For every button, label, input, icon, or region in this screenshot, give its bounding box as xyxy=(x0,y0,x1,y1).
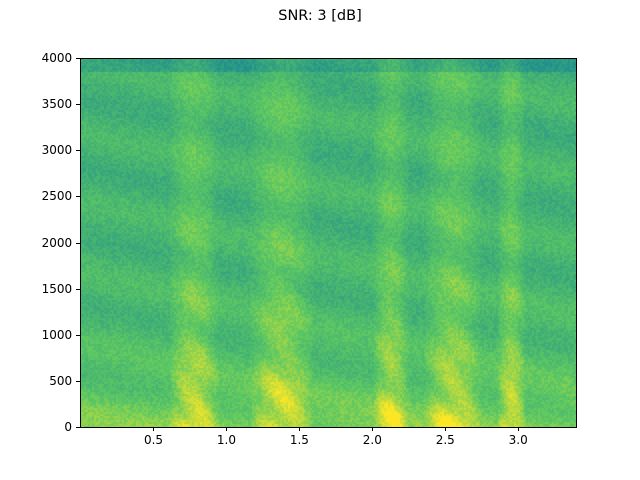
y-tick-label: 3000 xyxy=(41,143,73,158)
x-tick xyxy=(298,427,300,431)
x-tick xyxy=(371,427,373,431)
x-tick-label: 0.5 xyxy=(143,433,164,447)
y-tick xyxy=(76,288,80,290)
x-tick-label: 2.5 xyxy=(435,433,455,447)
y-tick-label: 2000 xyxy=(41,235,73,250)
y-tick-label: 4000 xyxy=(41,51,73,65)
y-tick xyxy=(76,196,80,198)
x-tick-label: 2.0 xyxy=(362,433,382,447)
x-tick xyxy=(225,427,227,431)
chart-title: SNR: 3 [dB] xyxy=(278,8,362,24)
y-tick xyxy=(76,380,80,382)
y-tick xyxy=(76,427,80,428)
x-tick xyxy=(444,427,446,431)
y-tick-label: 500 xyxy=(49,373,73,388)
spectrogram-heatmap xyxy=(80,58,576,427)
y-tick xyxy=(76,150,80,152)
y-tick xyxy=(76,334,80,336)
y-tick xyxy=(76,242,80,244)
x-tick-label: 3.0 xyxy=(508,433,528,447)
x-tick xyxy=(517,427,519,431)
y-tick xyxy=(76,58,80,59)
y-tick-label: 1500 xyxy=(41,281,73,296)
y-tick xyxy=(76,104,80,106)
x-tick-label: 1.0 xyxy=(216,433,236,447)
x-tick xyxy=(152,427,154,431)
y-tick-label: 0 xyxy=(64,420,73,434)
y-tick-label: 1000 xyxy=(41,327,73,342)
x-tick-label: 1.5 xyxy=(289,433,309,447)
y-tick-label: 2500 xyxy=(41,189,73,204)
y-tick-label: 3500 xyxy=(41,97,73,112)
